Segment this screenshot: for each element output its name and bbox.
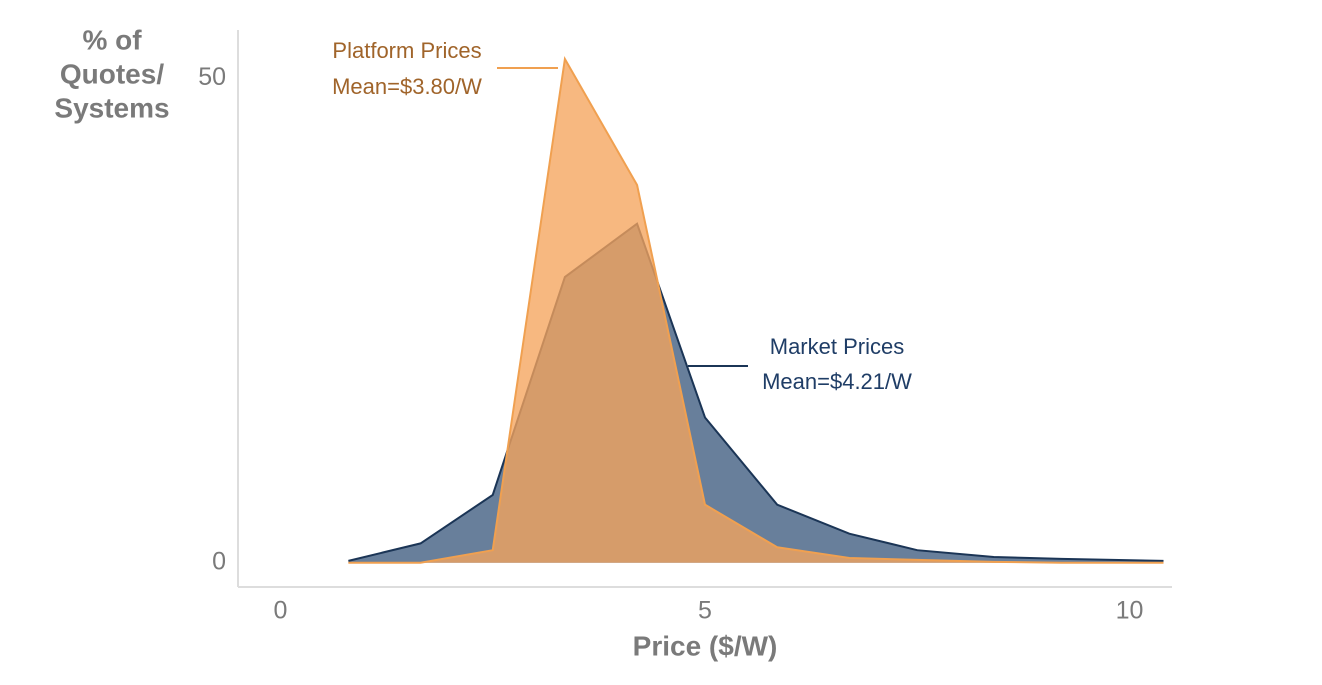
y-tick-label: 50	[198, 63, 226, 91]
x-tick-label: 0	[274, 597, 288, 625]
area	[348, 223, 1164, 563]
x-axis-label: Price ($/W)	[633, 630, 778, 661]
area	[348, 59, 1164, 563]
x-tick-label: 10	[1116, 597, 1144, 625]
legend-label: Platform Prices	[332, 38, 481, 63]
mean-label: Mean=$3.80/W	[332, 74, 482, 99]
y-axis-label: Quotes/	[60, 58, 164, 89]
legend-label: Market Prices	[770, 334, 904, 359]
y-axis-label: % of	[82, 24, 142, 55]
y-tick-label: 0	[212, 547, 226, 575]
mean-label: Mean=$4.21/W	[762, 369, 912, 394]
y-axis-label: Systems	[54, 92, 169, 123]
x-tick-label: 5	[698, 597, 712, 625]
area-outline	[348, 222, 1164, 562]
area-outline	[348, 56, 1164, 564]
